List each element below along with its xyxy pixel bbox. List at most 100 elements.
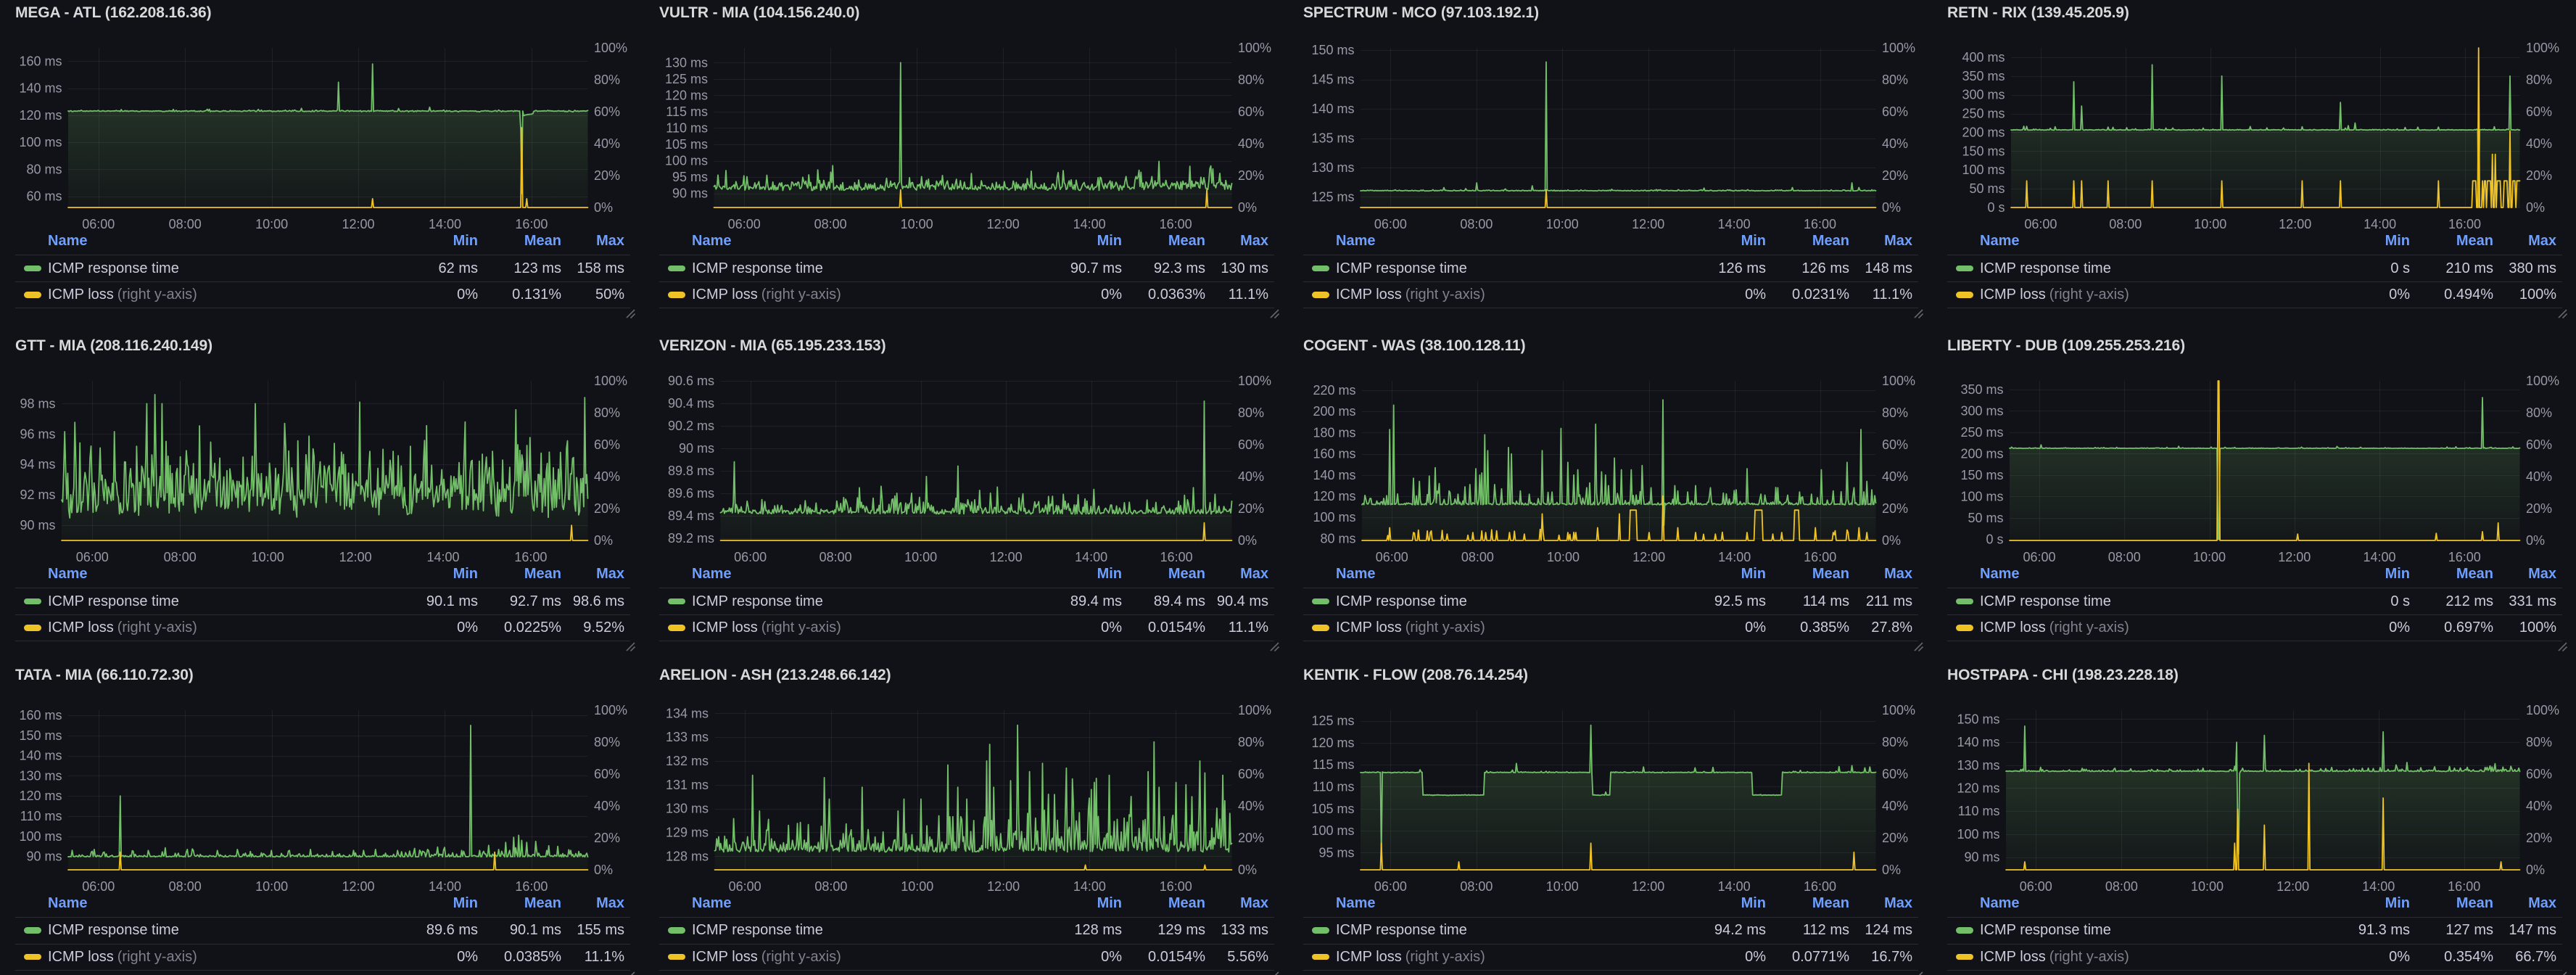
- legend-series-label[interactable]: ICMP response time: [1336, 922, 1679, 939]
- panel-title[interactable]: MEGA - ATL (162.208.16.36): [15, 4, 212, 21]
- panel-resize-handle[interactable]: [1270, 971, 1279, 975]
- legend-header-min[interactable]: Min: [2385, 233, 2410, 249]
- plot-area[interactable]: [719, 400, 1233, 541]
- plot-area[interactable]: [61, 394, 589, 541]
- legend-series-label[interactable]: ICMP loss (right y-axis): [1980, 287, 2323, 303]
- legend-header-name[interactable]: Name: [1980, 894, 2020, 911]
- plot-area[interactable]: [2010, 47, 2521, 208]
- legend-series-label[interactable]: ICMP response time: [692, 593, 1035, 610]
- legend-header-name[interactable]: Name: [48, 233, 88, 249]
- legend-series-label[interactable]: ICMP loss (right y-axis): [1980, 949, 2323, 966]
- panel-title[interactable]: TATA - MIA (66.110.72.30): [15, 666, 194, 683]
- panel-resize-handle[interactable]: [2558, 309, 2567, 318]
- plot-area[interactable]: [2009, 380, 2521, 541]
- legend-series-label[interactable]: ICMP response time: [1336, 260, 1679, 277]
- panel-resize-handle[interactable]: [2558, 971, 2567, 975]
- legend-header-name[interactable]: Name: [1336, 566, 1376, 582]
- panel-resize-handle[interactable]: [626, 642, 635, 651]
- panel-resize-handle[interactable]: [1270, 642, 1279, 651]
- legend-header-min[interactable]: Min: [1741, 894, 1766, 911]
- panel-title[interactable]: LIBERTY - DUB (109.255.253.216): [1947, 337, 2185, 354]
- legend-header-mean[interactable]: Mean: [2456, 566, 2493, 582]
- legend-header-name[interactable]: Name: [692, 233, 732, 249]
- legend-header-name[interactable]: Name: [48, 566, 88, 582]
- legend-series-label[interactable]: ICMP response time: [1980, 593, 2323, 610]
- panel-resize-handle[interactable]: [1914, 971, 1923, 975]
- legend-series-label[interactable]: ICMP loss (right y-axis): [1336, 287, 1679, 303]
- legend-header-min[interactable]: Min: [1097, 894, 1122, 911]
- legend-series-label[interactable]: ICMP loss (right y-axis): [48, 949, 391, 966]
- legend-header-mean[interactable]: Mean: [1168, 566, 1205, 582]
- legend-header-max[interactable]: Max: [596, 566, 624, 582]
- legend-header-name[interactable]: Name: [1980, 566, 2020, 582]
- plot-area[interactable]: [67, 63, 589, 208]
- legend-header-mean[interactable]: Mean: [524, 233, 561, 249]
- legend-header-max[interactable]: Max: [1884, 566, 1912, 582]
- legend-series-label[interactable]: ICMP response time: [48, 593, 391, 610]
- legend-header-mean[interactable]: Mean: [524, 894, 561, 911]
- panel-title[interactable]: HOSTPAPA - CHI (198.23.228.18): [1947, 666, 2179, 683]
- legend-header-max[interactable]: Max: [2528, 566, 2556, 582]
- legend-header-min[interactable]: Min: [2385, 566, 2410, 582]
- legend-header-min[interactable]: Min: [1741, 566, 1766, 582]
- legend-series-label[interactable]: ICMP loss (right y-axis): [1980, 620, 2323, 636]
- legend-header-max[interactable]: Max: [1884, 894, 1912, 911]
- panel-title[interactable]: RETN - RIX (139.45.205.9): [1947, 4, 2129, 21]
- legend-series-label[interactable]: ICMP response time: [692, 260, 1035, 277]
- legend-header-name[interactable]: Name: [1336, 894, 1376, 911]
- legend-series-label[interactable]: ICMP loss (right y-axis): [1336, 949, 1679, 966]
- legend-series-label[interactable]: ICMP response time: [1980, 260, 2323, 277]
- legend-header-min[interactable]: Min: [1097, 233, 1122, 249]
- legend-header-mean[interactable]: Mean: [2456, 894, 2493, 911]
- legend-header-mean[interactable]: Mean: [1812, 894, 1849, 911]
- panel-title[interactable]: COGENT - WAS (38.100.128.11): [1303, 337, 1526, 354]
- panel-resize-handle[interactable]: [1914, 642, 1923, 651]
- legend-series-label[interactable]: ICMP loss (right y-axis): [692, 287, 1035, 303]
- plot-area[interactable]: [713, 62, 1233, 208]
- legend-header-max[interactable]: Max: [596, 233, 624, 249]
- panel-resize-handle[interactable]: [1914, 309, 1923, 318]
- legend-header-mean[interactable]: Mean: [1812, 566, 1849, 582]
- legend-series-label[interactable]: ICMP loss (right y-axis): [48, 620, 391, 636]
- legend-header-max[interactable]: Max: [2528, 233, 2556, 249]
- legend-series-label[interactable]: ICMP loss (right y-axis): [692, 620, 1035, 636]
- legend-header-max[interactable]: Max: [1240, 566, 1268, 582]
- panel-resize-handle[interactable]: [1270, 309, 1279, 318]
- panel-resize-handle[interactable]: [626, 309, 635, 318]
- legend-series-label[interactable]: ICMP loss (right y-axis): [1336, 620, 1679, 636]
- plot-area[interactable]: [1360, 724, 1877, 871]
- legend-header-min[interactable]: Min: [453, 233, 478, 249]
- panel-title[interactable]: KENTIK - FLOW (208.76.14.254): [1303, 666, 1528, 683]
- legend-header-mean[interactable]: Mean: [1168, 233, 1205, 249]
- panel-resize-handle[interactable]: [626, 971, 635, 975]
- legend-header-max[interactable]: Max: [2528, 894, 2556, 911]
- plot-area[interactable]: [67, 724, 589, 871]
- legend-series-label[interactable]: ICMP loss (right y-axis): [692, 949, 1035, 966]
- legend-series-label[interactable]: ICMP response time: [48, 922, 391, 939]
- legend-header-max[interactable]: Max: [1240, 233, 1268, 249]
- legend-header-mean[interactable]: Mean: [1812, 233, 1849, 249]
- legend-header-max[interactable]: Max: [596, 894, 624, 911]
- legend-header-min[interactable]: Min: [2385, 894, 2410, 911]
- legend-series-label[interactable]: ICMP response time: [692, 922, 1035, 939]
- legend-header-mean[interactable]: Mean: [1168, 894, 1205, 911]
- plot-area[interactable]: [1360, 61, 1877, 208]
- panel-title[interactable]: VULTR - MIA (104.156.240.0): [659, 4, 860, 21]
- legend-header-name[interactable]: Name: [692, 894, 732, 911]
- legend-header-name[interactable]: Name: [1336, 233, 1376, 249]
- legend-header-mean[interactable]: Mean: [2456, 233, 2493, 249]
- legend-header-min[interactable]: Min: [1097, 566, 1122, 582]
- legend-header-min[interactable]: Min: [453, 566, 478, 582]
- plot-area[interactable]: [1361, 399, 1877, 541]
- legend-series-label[interactable]: ICMP response time: [48, 260, 391, 277]
- legend-header-mean[interactable]: Mean: [524, 566, 561, 582]
- legend-header-min[interactable]: Min: [453, 894, 478, 911]
- legend-header-name[interactable]: Name: [1980, 233, 2020, 249]
- legend-header-name[interactable]: Name: [692, 566, 732, 582]
- plot-area[interactable]: [714, 724, 1233, 871]
- panel-resize-handle[interactable]: [2558, 642, 2567, 651]
- legend-header-min[interactable]: Min: [1741, 233, 1766, 249]
- legend-series-label[interactable]: ICMP response time: [1980, 922, 2323, 939]
- panel-title[interactable]: ARELION - ASH (213.248.66.142): [659, 666, 891, 683]
- legend-header-name[interactable]: Name: [48, 894, 88, 911]
